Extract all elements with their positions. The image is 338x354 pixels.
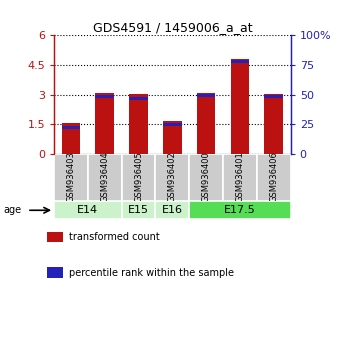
Text: GSM936400: GSM936400	[202, 151, 211, 202]
Bar	[54, 154, 88, 201]
Bar	[189, 201, 291, 219]
Bar	[122, 154, 155, 201]
Bar	[96, 93, 114, 154]
Bar	[231, 60, 249, 63]
Bar	[155, 201, 189, 219]
Bar	[62, 123, 80, 154]
Bar	[122, 201, 155, 219]
Text: transformed count: transformed count	[69, 232, 160, 242]
Text: percentile rank within the sample: percentile rank within the sample	[69, 268, 234, 278]
Text: E14: E14	[77, 205, 98, 215]
Text: GSM936401: GSM936401	[236, 151, 244, 202]
Text: GSM936403: GSM936403	[67, 151, 75, 202]
Bar	[231, 59, 249, 154]
Bar	[129, 94, 148, 154]
Bar	[264, 94, 283, 154]
Text: E16: E16	[162, 205, 183, 215]
Bar	[96, 96, 114, 98]
Title: GDS4591 / 1459006_a_at: GDS4591 / 1459006_a_at	[93, 21, 252, 34]
Bar	[257, 154, 291, 201]
Bar	[163, 121, 182, 154]
Bar	[189, 154, 223, 201]
Bar	[163, 123, 182, 126]
Bar	[62, 126, 80, 129]
Text: GSM936406: GSM936406	[269, 151, 278, 202]
Text: E17.5: E17.5	[224, 205, 256, 215]
Bar	[197, 93, 216, 154]
Bar	[54, 201, 122, 219]
Bar	[197, 94, 216, 97]
Text: GSM936402: GSM936402	[168, 151, 177, 202]
Bar	[129, 97, 148, 99]
Text: age: age	[3, 205, 22, 215]
Text: GSM936405: GSM936405	[134, 151, 143, 202]
Bar	[155, 154, 189, 201]
Bar	[223, 154, 257, 201]
Text: GSM936404: GSM936404	[100, 151, 109, 202]
Bar	[264, 96, 283, 98]
Bar	[88, 154, 122, 201]
Text: E15: E15	[128, 205, 149, 215]
